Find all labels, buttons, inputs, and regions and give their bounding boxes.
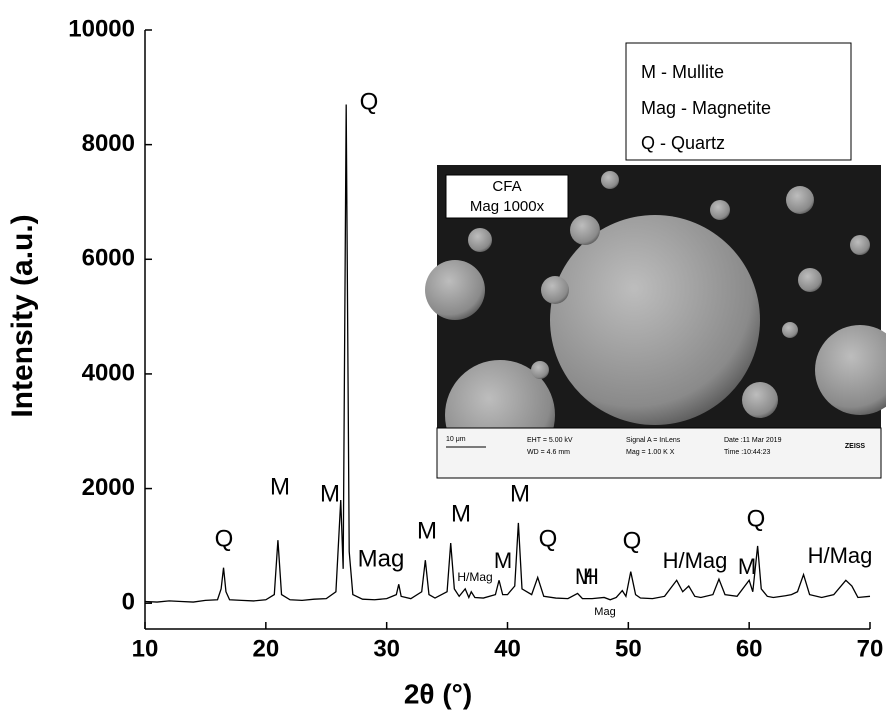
chart: Intensity (a.u.) 2θ (°) M - Mullite Mag … [0, 0, 886, 713]
y-tick-label: 0 [122, 589, 135, 616]
peak-label: Q [215, 525, 234, 552]
info-text: EHT = 5.00 kV [527, 437, 573, 444]
peak-label: M [510, 480, 530, 507]
peak-label: Mag [594, 606, 615, 618]
peak-label: M [494, 548, 512, 573]
info-text: Date :11 Mar 2019 [724, 437, 782, 444]
x-tick-label: 60 [736, 635, 763, 662]
info-text: Signal A = InLens [626, 437, 681, 444]
y-tick-label: 4000 [82, 359, 135, 386]
peak-label: M [738, 554, 756, 579]
peak-label: Q [360, 88, 379, 115]
info-text: WD = 4.6 mm [527, 449, 570, 456]
info-text: Time :10:44:23 [724, 449, 771, 456]
peak-label: M [451, 500, 471, 527]
info-text: 10 μm [446, 436, 466, 443]
peak-label: H/Mag [808, 543, 873, 568]
inset-label: CFA [492, 178, 521, 195]
y-axis-label: Intensity (a.u.) [6, 214, 39, 417]
x-tick-label: 40 [494, 635, 521, 662]
peak-label: Mag [358, 545, 405, 572]
x-axis-label: 2θ (°) [404, 678, 472, 709]
x-tick-label: 50 [615, 635, 642, 662]
x-tick-label: 70 [857, 635, 884, 662]
y-tick-label: 2000 [82, 474, 135, 501]
legend-text: M - Mullite [641, 62, 724, 82]
y-tick-label: 8000 [82, 130, 135, 157]
legend-text: Q - Quartz [641, 133, 725, 153]
peak-label: Q [747, 505, 766, 532]
y-tick-label: 6000 [82, 245, 135, 272]
inset-label: Mag 1000x [470, 198, 545, 215]
peak-label: Q [539, 525, 558, 552]
peak-label: H/Mag [663, 548, 728, 573]
peak-label: H [583, 564, 599, 589]
x-tick-label: 30 [373, 635, 400, 662]
y-tick-label: 10000 [68, 15, 135, 42]
info-text: ZEISS [845, 443, 866, 450]
peak-label: H/Mag [457, 570, 492, 584]
x-tick-label: 10 [132, 635, 159, 662]
x-tick-label: 20 [252, 635, 279, 662]
peak-label: M [417, 517, 437, 544]
peak-label: M [320, 480, 340, 507]
legend-text: Mag - Magnetite [641, 98, 771, 118]
info-text: Mag = 1.00 K X [626, 449, 675, 456]
peak-label: M [270, 473, 290, 500]
peak-label: Q [623, 527, 642, 554]
